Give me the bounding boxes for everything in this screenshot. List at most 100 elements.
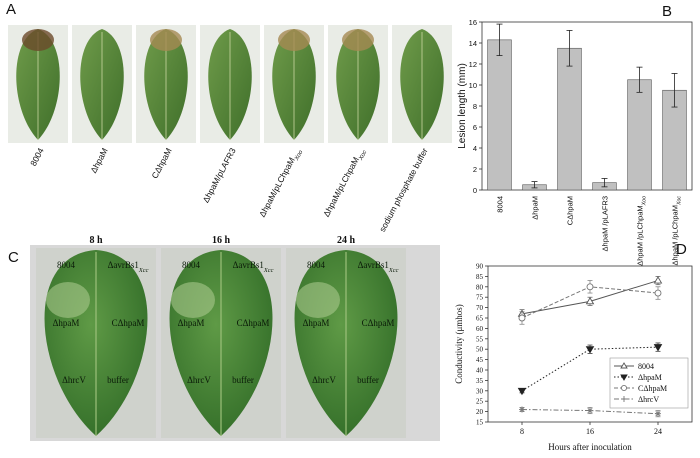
y-tick-label: 40 — [476, 367, 484, 375]
lesion — [278, 29, 310, 51]
panel-letter: B — [662, 3, 672, 20]
leaf-label: 8004 — [182, 260, 201, 270]
frame-title: 16 h — [212, 235, 231, 246]
y-tick-label: 45 — [476, 356, 484, 364]
marker — [587, 407, 593, 414]
leaf-label-main: 8004 — [57, 260, 76, 270]
panel-letter: A — [6, 1, 16, 18]
infiltration — [296, 282, 340, 318]
leaf-label: ΔhpaM/pLAFR3 — [201, 146, 238, 204]
panel-letter: D — [676, 241, 687, 258]
leaf-label-main: 8004 — [28, 146, 46, 168]
y-tick-label: 6 — [473, 123, 477, 132]
leaf-label: ΔhrcV — [312, 375, 336, 385]
y-tick-label: 8 — [473, 102, 477, 111]
legend-marker — [620, 374, 628, 381]
marker — [655, 410, 661, 417]
leaf-label: ΔavrBs1Xcc — [358, 260, 399, 274]
x-tick-label-main: ΔhpaM /pLAFR3 — [601, 196, 610, 251]
leaf-label: CΔhpaM — [237, 318, 270, 328]
y-tick-label: 4 — [473, 144, 477, 153]
y-tick-label: 35 — [476, 377, 484, 385]
lesion — [22, 29, 54, 51]
y-tick-label: 60 — [476, 325, 484, 333]
leaf-label: ΔhpaM/pLChpaMXoc — [321, 146, 368, 220]
leaf-label-main: 8004 — [182, 260, 201, 270]
leaf-label-main: CΔhpaM — [112, 318, 145, 328]
leaf-label-main: ΔhpaM/pLChpaM — [257, 156, 297, 219]
leaf-label: ΔhpaM/pLChpaMXoo — [257, 146, 305, 220]
series-line — [521, 409, 659, 415]
leaf-label-main: buffer — [107, 375, 129, 385]
y-tick-label: 14 — [469, 39, 477, 48]
legend-marker — [621, 396, 627, 402]
legend-label: ΔhpaM — [638, 373, 662, 382]
lesion — [342, 29, 374, 51]
x-tick-label: 24 — [654, 427, 662, 436]
leaf-label-main: ΔhpaM — [303, 318, 330, 328]
leaf-label: buffer — [107, 375, 129, 385]
y-tick-label: 0 — [473, 186, 477, 195]
leaf-label-main: ΔhpaM — [178, 318, 205, 328]
x-tick-label-main: ΔhpaM /pLChpaM — [671, 205, 680, 265]
x-tick-label: 8004 — [496, 196, 505, 213]
leaf-label: buffer — [357, 375, 379, 385]
leaf-label-main: ΔavrBs1 — [108, 260, 139, 270]
leaf-label: CΔhpaM — [362, 318, 395, 328]
y-tick-label: 20 — [476, 408, 484, 416]
leaf-label: ΔhrcV — [62, 375, 86, 385]
marker — [654, 289, 662, 297]
leaf-label-main: ΔavrBs1 — [358, 260, 389, 270]
y-tick-label: 80 — [476, 283, 484, 291]
x-tick-label-sub: Xoo — [642, 196, 648, 206]
leaf-label: 8004 — [307, 260, 326, 270]
marker — [585, 346, 595, 354]
leaf-label-sub: Xcc — [388, 267, 399, 274]
leaf-label-sub: Xcc — [138, 267, 149, 274]
x-tick-label: CΔhpaM — [566, 196, 575, 225]
y-tick-label: 15 — [476, 419, 484, 427]
leaf-label-main: ΔhrcV — [62, 375, 86, 385]
y-tick-label: 12 — [469, 60, 477, 69]
x-tick-label: 16 — [586, 427, 594, 436]
leaf-label: ΔavrBs1Xcc — [233, 260, 274, 274]
leaf-label-main: ΔhpaM — [88, 146, 109, 174]
frame-title: 8 h — [89, 235, 103, 246]
marker — [653, 344, 663, 352]
infiltration — [46, 282, 90, 318]
y-tick-label: 65 — [476, 315, 484, 323]
leaf-label-main: CΔhpaM — [149, 146, 173, 180]
y-tick-label: 10 — [469, 81, 477, 90]
leaf-label-main: ΔhrcV — [187, 375, 211, 385]
legend-marker — [620, 384, 628, 392]
x-axis-label: Hours after inoculation — [548, 442, 632, 452]
leaf-label-main: ΔhpaM — [53, 318, 80, 328]
leaf-label: ΔhpaM — [88, 146, 109, 174]
x-tick-label-sub: Xoc — [677, 196, 683, 206]
y-tick-label: 70 — [476, 304, 484, 312]
marker — [586, 283, 594, 291]
x-tick-label: ΔhpaM — [531, 196, 540, 220]
legend-label: CΔhpaM — [638, 384, 667, 393]
leaf-label-main: ΔhpaM/pLAFR3 — [201, 146, 238, 204]
x-tick-label: ΔhpaM /pLChpaMXoc — [671, 196, 683, 266]
y-tick-label: 50 — [476, 346, 484, 354]
frame-title: 24 h — [337, 235, 356, 246]
leaf-label: buffer — [232, 375, 254, 385]
leaf-label-main: sodium phosphate buffer — [377, 146, 430, 233]
y-tick-label: 85 — [476, 273, 484, 281]
y-tick-label: 25 — [476, 398, 484, 406]
y-tick-label: 30 — [476, 387, 484, 395]
y-axis-label: Lesion length (mm) — [457, 63, 468, 149]
marker — [519, 406, 525, 413]
marker — [653, 276, 663, 284]
leaf-label: ΔhpaM — [178, 318, 205, 328]
x-tick-label-main: 8004 — [496, 196, 505, 213]
leaf-label-main: ΔhpaM/pLChpaM — [321, 155, 361, 218]
leaf-label: ΔhpaM — [303, 318, 330, 328]
marker — [517, 387, 527, 396]
bar — [627, 79, 652, 191]
legend-label: 8004 — [638, 362, 654, 371]
x-tick-label-main: CΔhpaM — [566, 196, 575, 225]
